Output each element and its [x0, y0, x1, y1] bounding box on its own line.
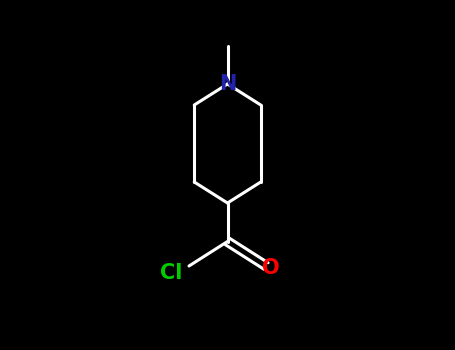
Text: Cl: Cl [160, 263, 183, 283]
Text: N: N [219, 74, 236, 94]
Text: O: O [263, 258, 280, 278]
